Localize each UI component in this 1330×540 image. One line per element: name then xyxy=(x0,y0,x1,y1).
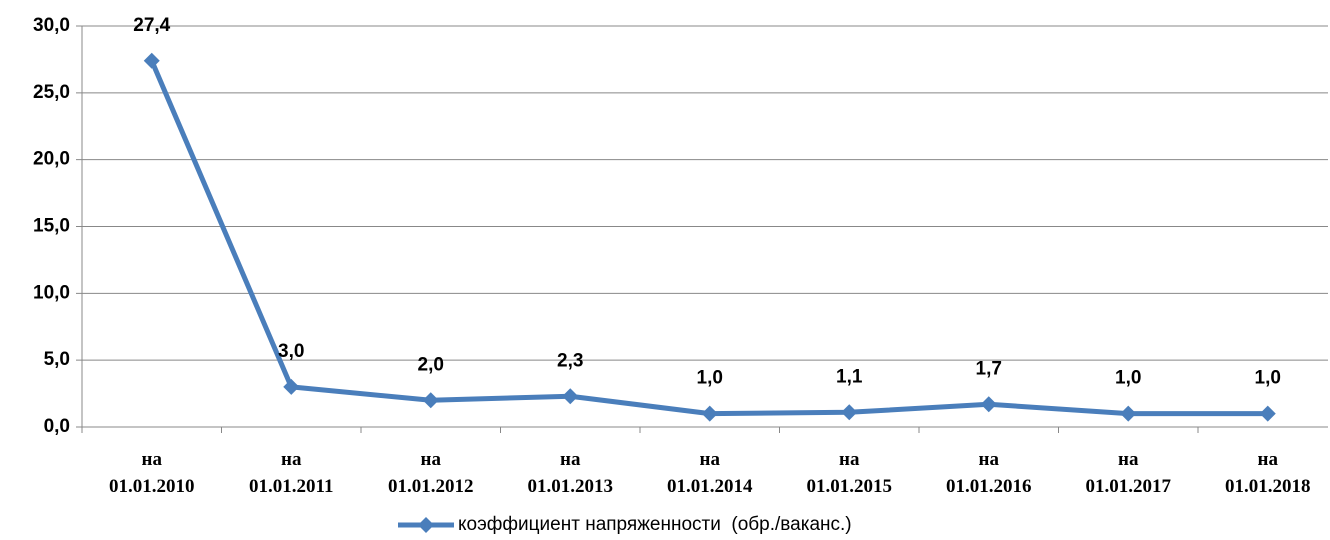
legend-marker xyxy=(418,517,434,533)
x-tick-label: на 01.01.2016 xyxy=(946,449,1032,497)
marker xyxy=(980,396,997,413)
y-tick-label: 20,0 xyxy=(33,149,70,170)
marker xyxy=(422,392,439,409)
marker xyxy=(562,388,579,405)
data-label: 1,7 xyxy=(976,358,1002,379)
data-label: 27,4 xyxy=(133,15,170,36)
marker xyxy=(701,405,718,422)
data-label: 1,1 xyxy=(836,366,863,387)
x-tick-label: на 01.01.2017 xyxy=(1086,449,1172,497)
y-tick-label: 10,0 xyxy=(33,282,70,303)
y-tick-label: 30,0 xyxy=(33,15,70,36)
y-tick-label: 0,0 xyxy=(44,416,70,437)
marker xyxy=(283,378,300,395)
data-label: 1,0 xyxy=(1255,368,1281,389)
x-tick-label: на 01.01.2011 xyxy=(249,449,333,497)
x-tick-label: на 01.01.2013 xyxy=(528,449,614,497)
data-label: 2,0 xyxy=(418,354,444,375)
marker xyxy=(1120,405,1137,422)
marker xyxy=(1259,405,1276,422)
y-tick-label: 5,0 xyxy=(44,349,70,370)
x-tick-label: на 01.01.2018 xyxy=(1225,449,1311,497)
marker xyxy=(841,404,858,421)
x-tick-label: на 01.01.2012 xyxy=(388,449,474,497)
line xyxy=(149,59,1268,417)
data-label: 2,3 xyxy=(557,350,583,371)
y-tick-label: 25,0 xyxy=(33,82,70,103)
data-label: 1,0 xyxy=(1115,368,1141,389)
marker xyxy=(143,52,160,69)
data-label: 1,0 xyxy=(697,368,723,389)
x-tick-label: на 01.01.2014 xyxy=(667,449,753,497)
legend-label: коэффициент напряженности (обр./ваканс.) xyxy=(458,514,852,535)
x-tick-label: на 01.01.2010 xyxy=(109,449,195,497)
x-tick-label: на 01.01.2015 xyxy=(807,449,893,497)
data-label: 3,0 xyxy=(278,341,304,362)
y-tick-label: 15,0 xyxy=(33,216,70,237)
